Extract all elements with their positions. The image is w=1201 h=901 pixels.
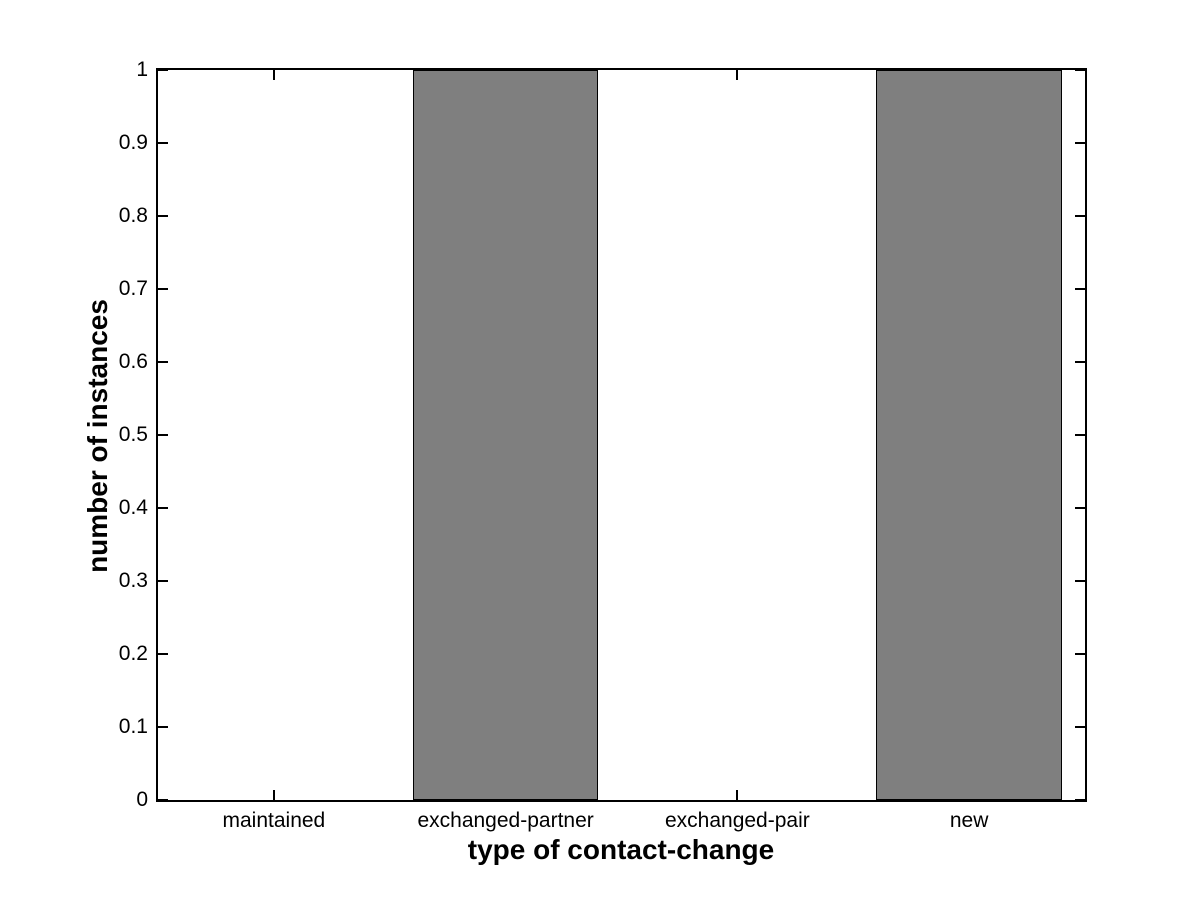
y-tick <box>158 507 168 509</box>
y-tick <box>1075 288 1085 290</box>
y-tick <box>158 726 168 728</box>
x-tick <box>272 790 275 800</box>
y-tick-label: 0.6 <box>118 350 148 373</box>
y-tick-label: 0.4 <box>118 496 148 519</box>
x-axis-label: type of contact-change <box>467 834 775 865</box>
y-tick <box>1075 799 1085 801</box>
y-tick <box>1075 507 1085 509</box>
y-tick-label: 0.1 <box>118 715 148 738</box>
x-tick-label: maintained <box>222 809 326 832</box>
y-tick <box>1075 142 1085 144</box>
y-tick-label: 0.9 <box>118 131 148 154</box>
y-tick <box>158 69 168 71</box>
y-tick-label: 1 <box>136 58 148 81</box>
x-tick <box>736 70 739 80</box>
y-tick <box>158 288 168 290</box>
y-tick <box>158 361 168 363</box>
y-tick <box>158 142 168 144</box>
y-tick <box>158 434 168 436</box>
y-tick-label: 0.7 <box>118 277 148 300</box>
y-tick <box>1075 580 1085 582</box>
bar-exchanged-partner <box>412 70 599 800</box>
bar-new <box>876 70 1062 800</box>
y-tick <box>1075 726 1085 728</box>
x-tick-label: new <box>949 809 989 832</box>
x-tick-label: exchanged-partner <box>417 809 594 832</box>
y-tick-label: 0.8 <box>118 204 148 227</box>
x-tick <box>272 70 275 80</box>
y-tick-label: 0 <box>136 788 148 811</box>
y-tick-label: 0.2 <box>118 642 148 665</box>
y-tick <box>158 653 168 655</box>
x-tick <box>736 790 739 800</box>
y-tick <box>1075 653 1085 655</box>
y-tick <box>1075 361 1085 363</box>
plot-area <box>156 68 1087 802</box>
y-tick-label: 0.3 <box>118 569 148 592</box>
y-tick-label: 0.5 <box>118 423 148 446</box>
y-tick <box>158 580 168 582</box>
y-tick <box>1075 69 1085 71</box>
x-tick-label: exchanged-pair <box>664 809 810 832</box>
y-tick <box>1075 434 1085 436</box>
y-tick <box>158 799 168 801</box>
y-tick <box>158 215 168 217</box>
y-tick <box>1075 215 1085 217</box>
